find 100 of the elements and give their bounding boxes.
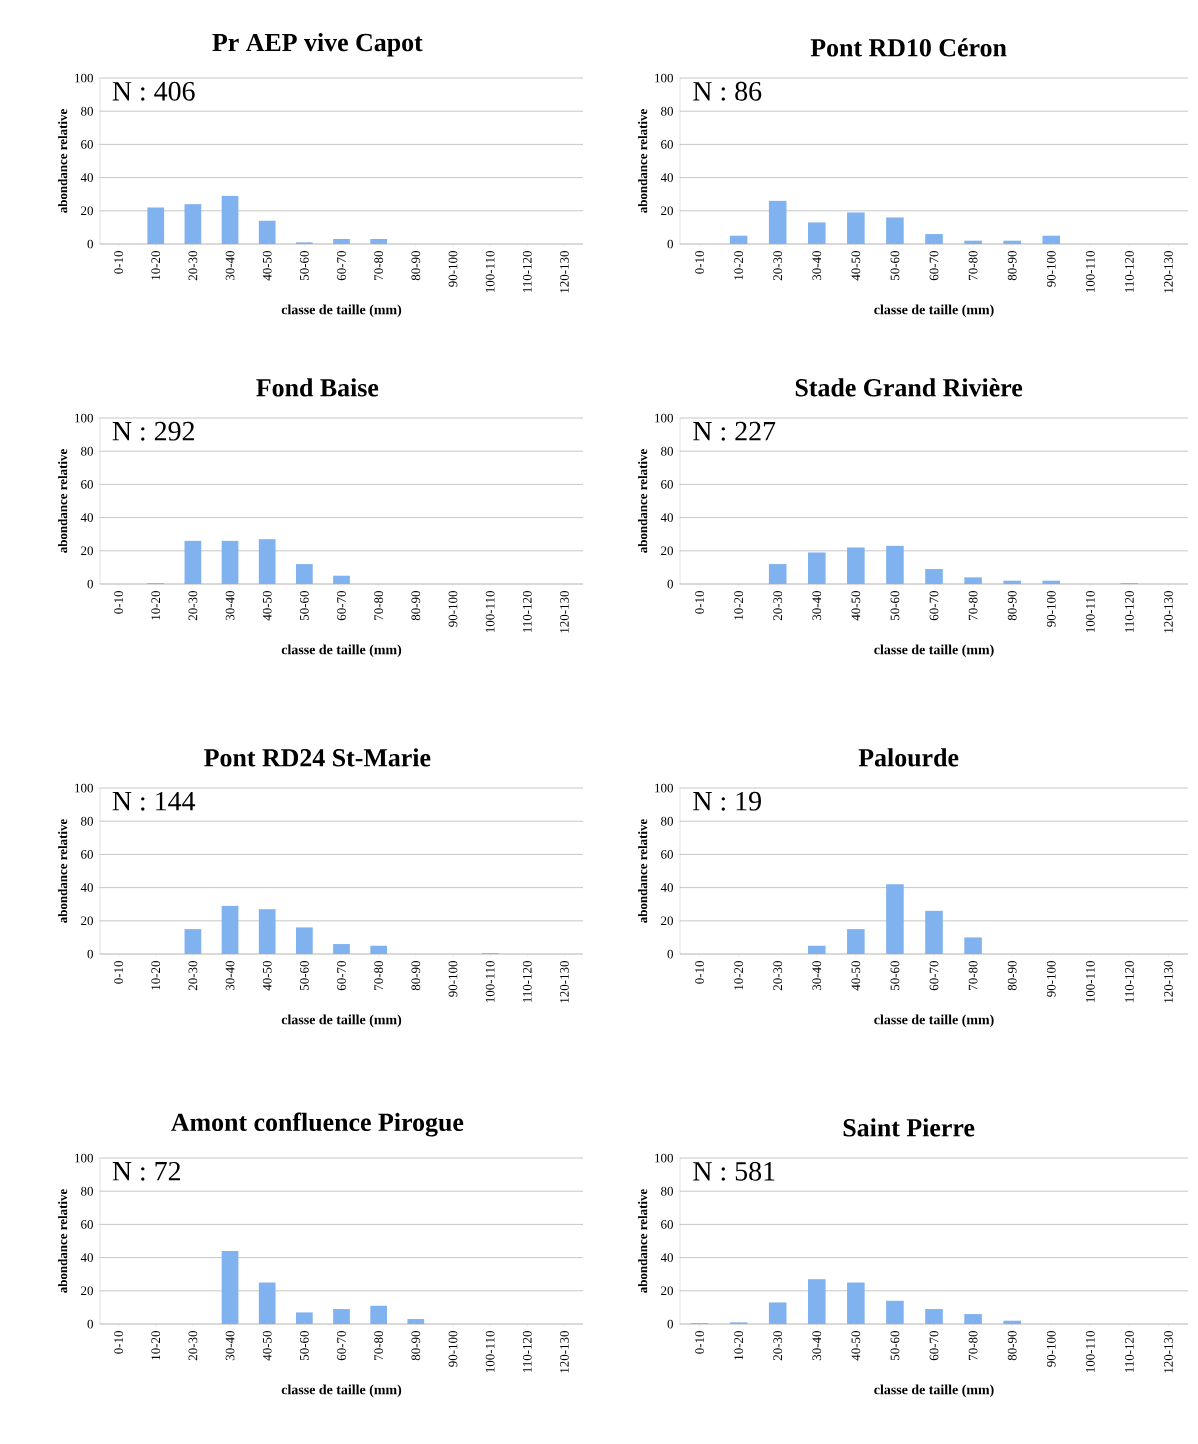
bar: [333, 944, 350, 955]
x-tick-label: 110-120: [1125, 1331, 1134, 1373]
x-tick-label: 0-10: [695, 251, 704, 274]
x-tick-label: 100-110: [1085, 251, 1095, 293]
y-tick-label: 40: [660, 883, 673, 892]
y-tick-label: 20: [661, 546, 673, 556]
x-axis-title: classe de taille (mm): [874, 1384, 994, 1398]
x-tick-label: 10-20: [151, 591, 161, 620]
y-axis-title: abondance relative: [638, 1189, 648, 1293]
x-tick-label: 40-50: [262, 1331, 272, 1361]
y-tick-label: 0: [667, 239, 673, 249]
bar: [258, 909, 276, 955]
x-tick-label: 100-110: [1085, 591, 1095, 633]
bar: [221, 905, 239, 955]
y-tick-label: 20: [661, 206, 673, 216]
y-axis-title: abondance relative: [638, 819, 648, 923]
y-tick-label: 0: [87, 239, 93, 249]
x-tick-label: 100-110: [1085, 961, 1095, 1003]
x-tick-label: 90-100: [448, 961, 458, 997]
y-tick-label: 80: [661, 1186, 673, 1196]
y-tick-label: 20: [81, 546, 93, 556]
x-tick-label: 0-10: [695, 591, 704, 614]
x-tick-label: 30-40: [812, 591, 822, 621]
bar: [847, 212, 865, 244]
x-tick-label: 60-70: [929, 1331, 939, 1361]
y-axis-title: abondance relative: [638, 109, 648, 213]
x-tick-label: 90-100: [1046, 961, 1056, 997]
bar: [964, 1314, 982, 1325]
y-tick-label: 60: [661, 140, 673, 149]
chart-title: Pr AEP vive Capot: [212, 33, 423, 57]
x-tick-label: 70-80: [374, 591, 384, 620]
x-tick-label: 30-40: [225, 591, 235, 621]
x-tick-label: 70-80: [968, 591, 978, 620]
x-tick-label: 90-100: [448, 591, 458, 627]
y-axis-title: abondance relative: [58, 449, 68, 553]
x-tick-label: 90-100: [1046, 251, 1056, 287]
x-tick-label: 0-10: [114, 591, 123, 614]
x-tick-label: 110-120: [522, 251, 532, 293]
annotation: N : 86: [693, 81, 762, 101]
chart-title: Palourde: [858, 748, 959, 767]
y-tick-label: 80: [81, 106, 93, 116]
bar: [964, 577, 982, 585]
x-tick-label: 10-20: [734, 591, 743, 620]
bar: [295, 1312, 313, 1325]
y-tick-label: 60: [661, 480, 673, 489]
y-tick-label: 80: [81, 1186, 93, 1196]
y-tick-label: 60: [81, 1220, 93, 1229]
x-tick-label: 90-100: [1046, 591, 1056, 627]
x-tick-label: 20-30: [773, 1331, 783, 1361]
bar: [925, 234, 943, 244]
bar: [886, 1300, 904, 1325]
x-tick-label: 40-50: [262, 961, 272, 991]
x-tick-label: 100-110: [485, 961, 495, 1003]
bar: [1003, 580, 1021, 585]
y-tick-label: 0: [667, 949, 673, 959]
y-tick-label: 40: [660, 173, 673, 182]
annotation: N : 581: [693, 1161, 775, 1181]
annotation: N : 292: [112, 421, 194, 441]
x-tick-label: 30-40: [225, 961, 235, 991]
bar: [925, 910, 943, 955]
x-tick-label: 10-20: [151, 251, 161, 280]
x-tick-label: 100-110: [485, 591, 495, 633]
bar: [258, 220, 276, 244]
y-tick-label: 80: [81, 816, 93, 826]
x-tick-label: 30-40: [225, 1331, 235, 1361]
x-tick-label: 40-50: [851, 251, 861, 281]
x-tick-label: 110-120: [522, 591, 532, 633]
x-tick-label: 10-20: [734, 251, 743, 280]
bar: [370, 945, 388, 955]
x-tick-label: 60-70: [337, 1331, 346, 1361]
bar: [964, 937, 982, 955]
bar: [886, 217, 904, 244]
bar: [295, 927, 313, 955]
x-tick-label: 20-30: [188, 1331, 198, 1361]
y-tick-label: 0: [87, 1319, 93, 1329]
y-tick-label: 60: [661, 850, 673, 859]
x-tick-label: 40-50: [262, 251, 272, 281]
x-tick-label: 50-60: [299, 1331, 309, 1360]
x-tick-label: 20-30: [773, 251, 783, 281]
x-tick-label: 80-90: [1007, 591, 1017, 621]
x-tick-label: 100-110: [485, 1331, 495, 1373]
x-tick-label: 120-130: [560, 591, 569, 633]
y-tick-label: 40: [660, 513, 673, 522]
x-tick-label: 110-120: [522, 1331, 532, 1373]
x-tick-label: 60-70: [337, 251, 346, 281]
bar: [333, 575, 350, 585]
x-tick-label: 30-40: [225, 251, 235, 281]
y-tick-label: 100: [655, 783, 673, 793]
x-tick-label: 60-70: [337, 591, 346, 621]
x-tick-label: 120-130: [1164, 591, 1173, 633]
x-tick-label: 50-60: [890, 591, 900, 620]
y-tick-label: 80: [661, 106, 673, 116]
bar: [184, 204, 202, 244]
bar: [1042, 235, 1061, 244]
y-tick-label: 100: [75, 783, 93, 793]
bar: [768, 564, 787, 585]
y-tick-label: 0: [667, 1319, 673, 1329]
y-axis-title: abondance relative: [58, 109, 68, 213]
y-axis-title: abondance relative: [58, 819, 68, 923]
annotation: N : 72: [112, 1161, 181, 1181]
